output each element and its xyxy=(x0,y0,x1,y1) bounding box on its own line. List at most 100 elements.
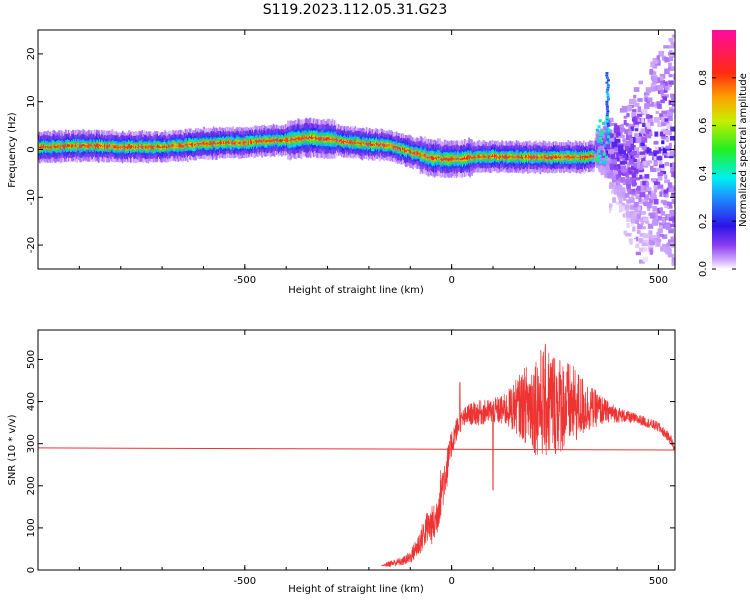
spectrogram-cell xyxy=(439,157,441,159)
spectrogram-scatter-cell xyxy=(651,220,658,226)
spectrogram-cell xyxy=(373,144,375,145)
spectrogram-cell xyxy=(491,154,494,158)
spectrogram-cell xyxy=(368,142,371,145)
spectrogram-cell xyxy=(366,143,369,146)
spectrogram-x-tick-label: 500 xyxy=(649,275,668,286)
spectrogram-scatter-cell xyxy=(635,219,640,224)
spectrogram-cell xyxy=(114,145,117,149)
spectrogram-scatter-cell xyxy=(636,159,640,165)
spectrogram-scatter-cell xyxy=(594,140,600,146)
spectrogram-scatter-cell xyxy=(670,223,675,228)
spectrogram-cell xyxy=(461,157,464,161)
spectrogram-scatter-cell xyxy=(598,137,602,141)
spectrogram-cell xyxy=(198,142,200,147)
spectrogram-cell xyxy=(141,144,144,148)
spectrogram-scatter-cell xyxy=(635,243,640,249)
spectrogram-cell xyxy=(578,156,581,158)
spectrogram-scatter-cell xyxy=(634,115,640,119)
spectrogram-scatter-cell xyxy=(666,187,671,192)
spectrogram-cell xyxy=(323,137,326,141)
spectrogram-cell xyxy=(580,156,583,158)
spectrogram-cell xyxy=(563,157,565,158)
spectrogram-scatter-cell xyxy=(669,45,675,49)
spectrogram-scatter-cell xyxy=(625,233,632,237)
spectrogram-cell xyxy=(424,153,427,158)
spectrogram-cell xyxy=(146,147,149,148)
spectrogram-scatter-cell xyxy=(659,233,664,238)
spectrogram-cell xyxy=(450,156,453,162)
spectrogram-scatter-cell xyxy=(638,238,644,244)
spectrogram-scatter-cell xyxy=(664,203,669,209)
spectrogram-cell xyxy=(119,145,122,149)
spectrogram-scatter-cell xyxy=(648,230,653,235)
snr-x-tick-label: -500 xyxy=(233,576,256,587)
spectrogram-scatter-cell xyxy=(664,84,670,90)
spectrogram-cell xyxy=(253,141,255,144)
spectrogram-scatter-cell xyxy=(610,154,615,158)
spectrogram-cell xyxy=(532,156,534,159)
spectrogram-scatter-cell xyxy=(614,157,620,162)
spectrogram-scatter-cell xyxy=(629,158,634,163)
spectrogram-cell xyxy=(346,141,348,144)
spectrogram-cell xyxy=(586,155,588,159)
spectrogram-scatter-cell xyxy=(644,127,649,133)
spectrogram-cell xyxy=(433,156,435,161)
spectrogram-cell xyxy=(534,155,536,159)
spectrogram-cell xyxy=(398,146,401,150)
spectrogram-scatter-cell xyxy=(653,213,659,220)
spectrogram-scatter-cell xyxy=(663,45,670,49)
spectrogram-cell xyxy=(449,158,452,161)
spectrogram-cell xyxy=(312,137,314,139)
spectrogram-cell xyxy=(430,155,433,160)
spectrogram-scatter-cell xyxy=(661,217,666,224)
spectrogram-scatter-cell xyxy=(654,86,659,91)
spectrogram-scatter-cell xyxy=(640,220,644,225)
spectrogram-scatter-cell xyxy=(609,137,615,142)
spectrogram-scatter-cell xyxy=(666,214,672,220)
spectrogram-cell xyxy=(76,146,78,148)
spectrogram-cell xyxy=(213,141,216,144)
spectrogram-cell xyxy=(500,155,502,158)
spectrogram-scatter-cell xyxy=(594,150,599,155)
spectrogram-cell xyxy=(233,142,236,145)
spectrogram-scatter-cell xyxy=(659,131,666,137)
spectrogram-scatter-cell xyxy=(638,132,643,137)
spectrogram-scatter-cell xyxy=(657,175,663,181)
spectrogram-scatter-cell xyxy=(638,259,645,264)
spectrogram-cell xyxy=(139,145,141,148)
spectrogram-cell xyxy=(365,141,368,145)
spectrogram-scatter-cell xyxy=(639,174,643,180)
spectrogram-cell xyxy=(571,155,574,159)
spectrogram-cell xyxy=(269,140,272,143)
spectrogram-cell xyxy=(122,145,125,147)
spectrogram-cell xyxy=(516,155,519,159)
spectrogram-scatter-cell xyxy=(632,188,636,193)
spectrogram-scatter-cell xyxy=(659,207,664,212)
spectrogram-scatter-cell xyxy=(632,158,638,163)
spectrogram-cell xyxy=(309,136,312,139)
snr-x-tick-label: 500 xyxy=(649,576,668,587)
spectrogram-cell xyxy=(306,137,309,139)
spectrogram-scatter-cell xyxy=(654,117,660,123)
spectrogram-cell xyxy=(301,135,304,140)
spectrogram-cell xyxy=(554,156,556,158)
spectrogram-scatter-cell xyxy=(634,206,639,212)
spectrogram-scatter-cell xyxy=(655,241,661,247)
spectrogram-scatter-cell xyxy=(644,242,651,246)
spectrogram-scatter-cell xyxy=(657,84,664,90)
spectrogram-spike-cell xyxy=(606,88,610,91)
spectrogram-scatter-cell xyxy=(653,153,657,157)
spectrogram-cell xyxy=(591,154,593,158)
colorbar-gradient xyxy=(712,30,736,269)
spectrogram-scatter-cell xyxy=(666,152,671,157)
spectrogram-scatter-cell xyxy=(641,243,647,247)
spectrogram-scatter-cell xyxy=(663,190,667,197)
spectrogram-spike-cell xyxy=(605,74,609,77)
spectrogram-cell xyxy=(266,140,269,143)
spectrogram-scatter-cell xyxy=(662,147,667,154)
spectrogram-scatter-cell xyxy=(641,137,648,143)
spectrogram-cell xyxy=(46,146,48,148)
spectrogram-scatter-cell xyxy=(664,192,669,198)
spectrogram-cell xyxy=(194,143,196,146)
spectrogram-cell xyxy=(345,140,347,143)
